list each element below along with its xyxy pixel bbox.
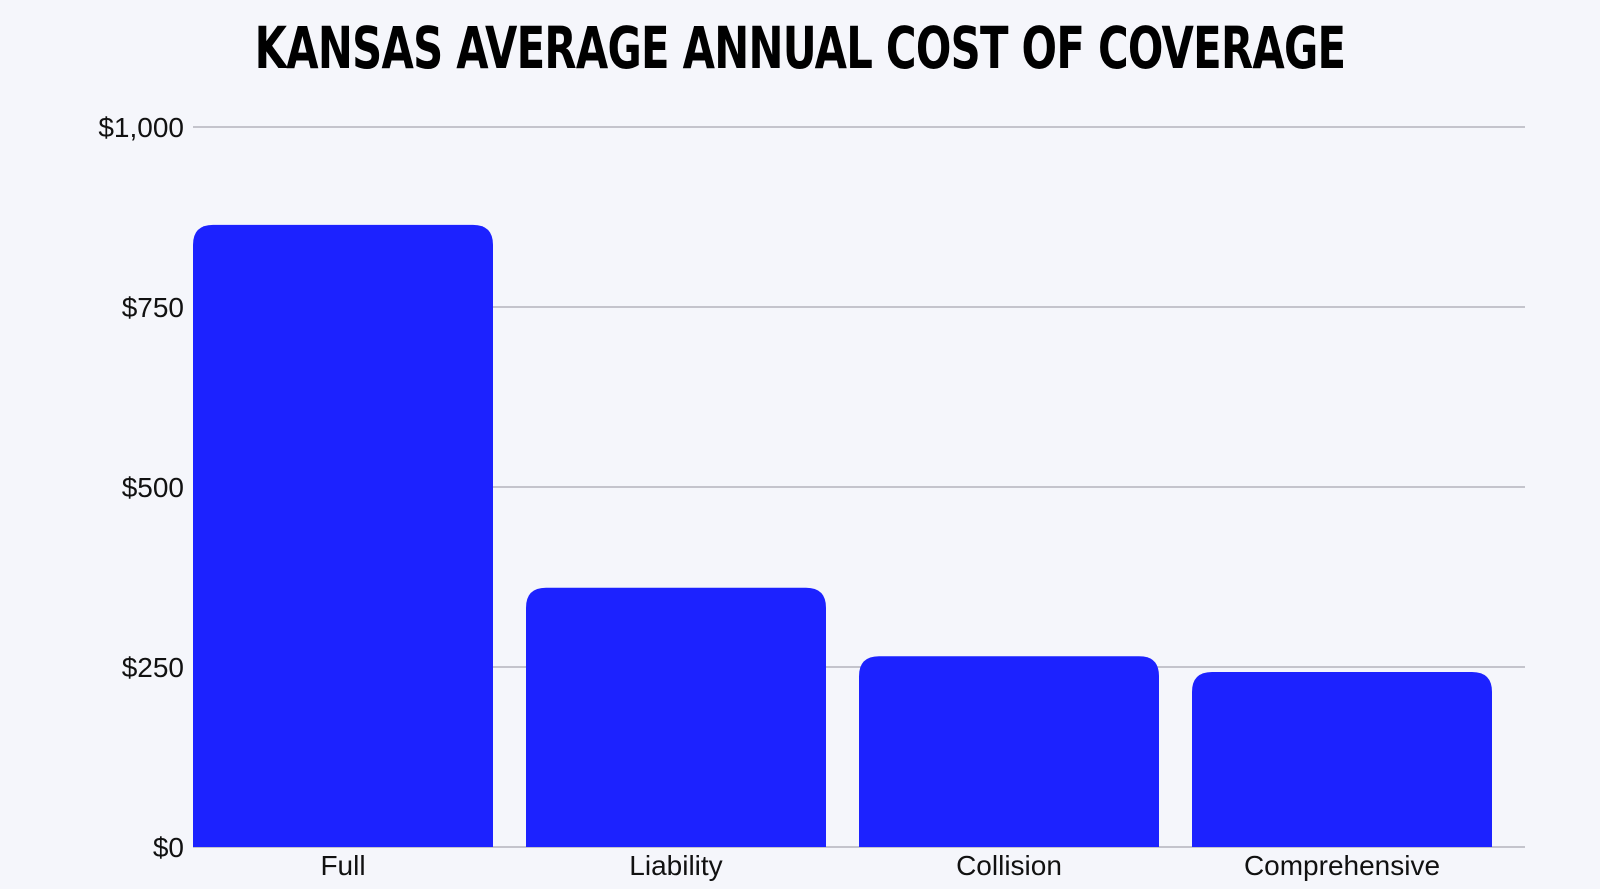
bar-collision: [859, 656, 1159, 847]
chart-title: KANSAS AVERAGE ANNUAL COST OF COVERAGE: [254, 14, 1346, 82]
y-axis-tick-labels: $0 $250 $500 $750 $1,000: [98, 112, 184, 863]
y-tick-label: $500: [122, 472, 184, 503]
x-tick-label-liability: Liability: [629, 850, 722, 881]
x-tick-label-collision: Collision: [956, 850, 1062, 881]
bar-comprehensive: [1192, 672, 1492, 847]
y-tick-label: $750: [122, 292, 184, 323]
x-axis-tick-labels: Full Liability Collision Comprehensive: [320, 850, 1440, 881]
bars: [193, 224, 1492, 848]
y-tick-label: $0: [153, 832, 184, 863]
y-tick-label: $1,000: [98, 112, 184, 143]
bar-liability: [526, 587, 826, 847]
bar-full: [193, 224, 493, 848]
y-tick-label: $250: [122, 652, 184, 683]
x-tick-label-full: Full: [320, 850, 365, 881]
x-tick-label-comprehensive: Comprehensive: [1244, 850, 1440, 881]
